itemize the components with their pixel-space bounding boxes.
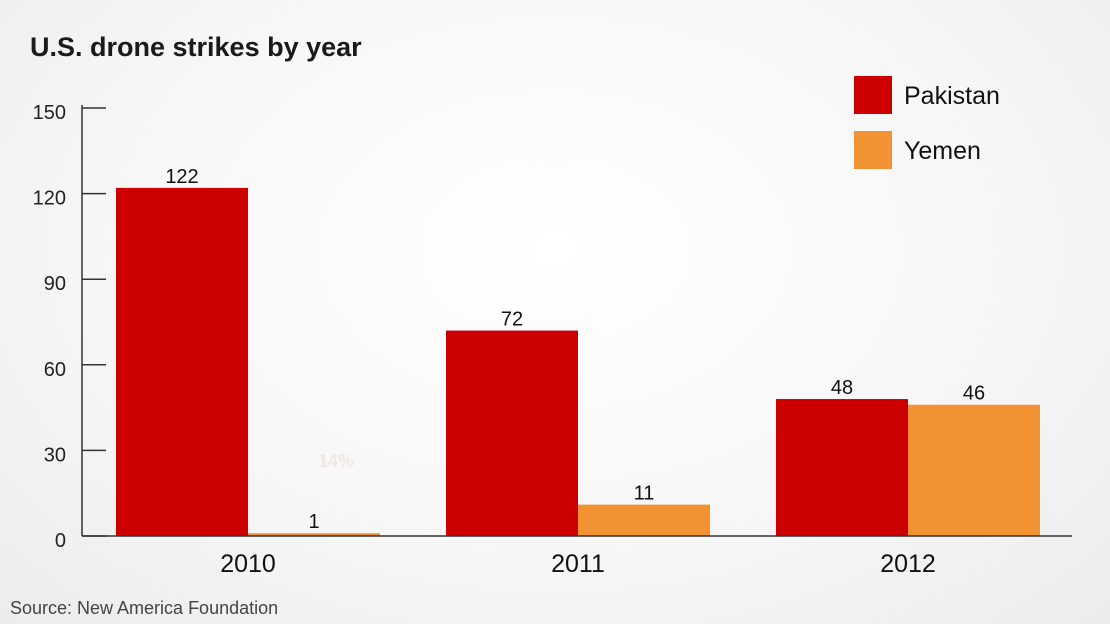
x-tick-label: 2012	[880, 550, 936, 578]
bar-yemen-2011	[578, 504, 710, 536]
y-tick-label: 60	[44, 359, 66, 381]
data-label-pakistan-2011: 72	[501, 309, 523, 331]
bar-pakistan-2011	[446, 330, 578, 536]
chart-title: U.S. drone strikes by year	[30, 32, 362, 62]
bar-yemen-2010	[248, 533, 380, 536]
x-tick-label: 2011	[551, 550, 605, 578]
legend: Pakistan Yemen	[854, 76, 1000, 169]
y-tick-label: 30	[44, 444, 66, 466]
y-tick-label: 90	[44, 273, 66, 295]
data-label-yemen-2010: 1	[308, 511, 319, 533]
data-label-pakistan-2012: 48	[831, 377, 853, 399]
bar-pakistan-2012	[776, 399, 908, 536]
data-label-yemen-2012: 46	[963, 383, 985, 405]
bars	[116, 187, 1040, 537]
annotation-label: 14%	[318, 451, 354, 471]
legend-label-pakistan: Pakistan	[904, 82, 1000, 110]
y-tick-labels: 0 30 60 90 120 150	[33, 102, 106, 552]
data-label-pakistan-2010: 122	[165, 166, 198, 188]
source-note: Source: New America Foundation	[10, 598, 278, 618]
legend-label-yemen: Yemen	[904, 137, 981, 165]
bar-pakistan-2010	[116, 187, 248, 537]
x-tick-labels: 2010 2011 2012	[220, 550, 936, 578]
y-tick-label: 120	[33, 188, 66, 210]
legend-swatch-yemen	[854, 131, 892, 169]
y-tick-label: 150	[33, 102, 66, 124]
y-tick-label: 0	[55, 530, 66, 552]
bar-yemen-2012	[908, 404, 1040, 536]
legend-swatch-pakistan	[854, 76, 892, 114]
x-tick-label: 2010	[220, 550, 276, 578]
data-label-yemen-2011: 11	[634, 483, 655, 505]
